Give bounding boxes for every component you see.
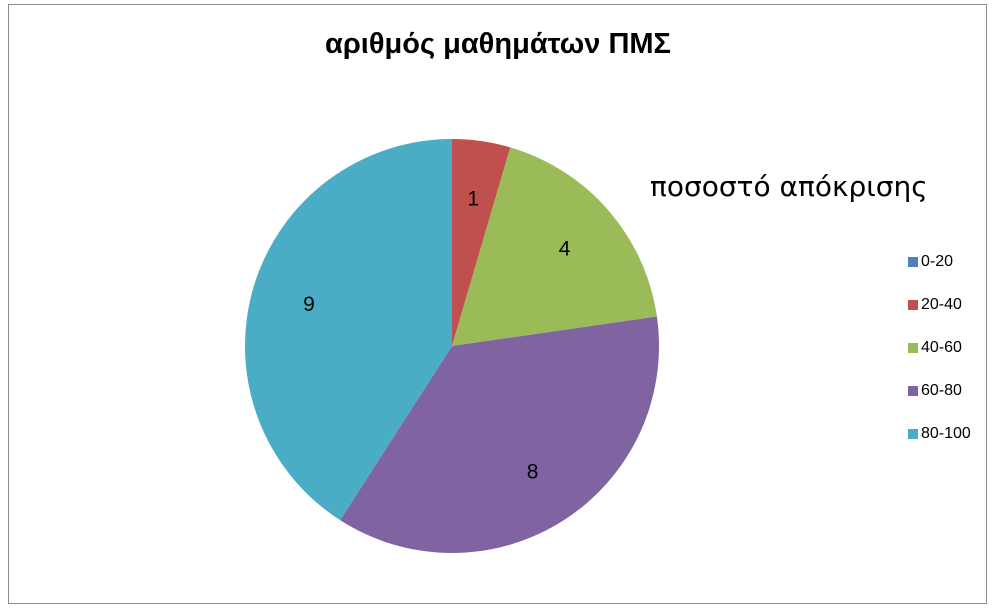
pie-slice-60-80 (340, 316, 660, 554)
pie-slice-40-60 (452, 147, 657, 346)
legend-label: 40-60 (921, 339, 962, 356)
data-label-80-100: 9 (303, 293, 315, 316)
legend-title: ποσοστό απόκρισης (650, 170, 928, 203)
legend-swatch (908, 343, 918, 353)
legend-swatch (908, 300, 918, 310)
data-label-40-60: 4 (559, 237, 571, 260)
legend-swatch (908, 429, 918, 439)
legend-item: 20-40 (908, 296, 971, 339)
legend-item: 40-60 (908, 339, 971, 382)
legend-label: 20-40 (921, 296, 962, 313)
legend-label: 0-20 (921, 253, 954, 270)
data-label-20-40: 1 (467, 187, 479, 210)
legend-label: 80-100 (921, 425, 971, 442)
pie-slice-80-100 (245, 139, 452, 521)
legend-label: 60-80 (921, 382, 962, 399)
legend-swatch (908, 257, 918, 267)
legend-item: 80-100 (908, 425, 971, 468)
pie-slice-20-40 (452, 139, 511, 346)
pie-data-labels: 1 4 8 9 (303, 187, 571, 483)
pie-slices (245, 139, 660, 554)
legend-swatch (908, 386, 918, 396)
legend-item: 60-80 (908, 382, 971, 425)
legend: 0-20 20-40 40-60 60-80 80-100 (908, 253, 971, 468)
chart-title: αριθμός μαθημάτων ΠΜΣ (325, 28, 671, 60)
legend-item: 0-20 (908, 253, 971, 296)
data-label-60-80: 8 (527, 460, 539, 483)
